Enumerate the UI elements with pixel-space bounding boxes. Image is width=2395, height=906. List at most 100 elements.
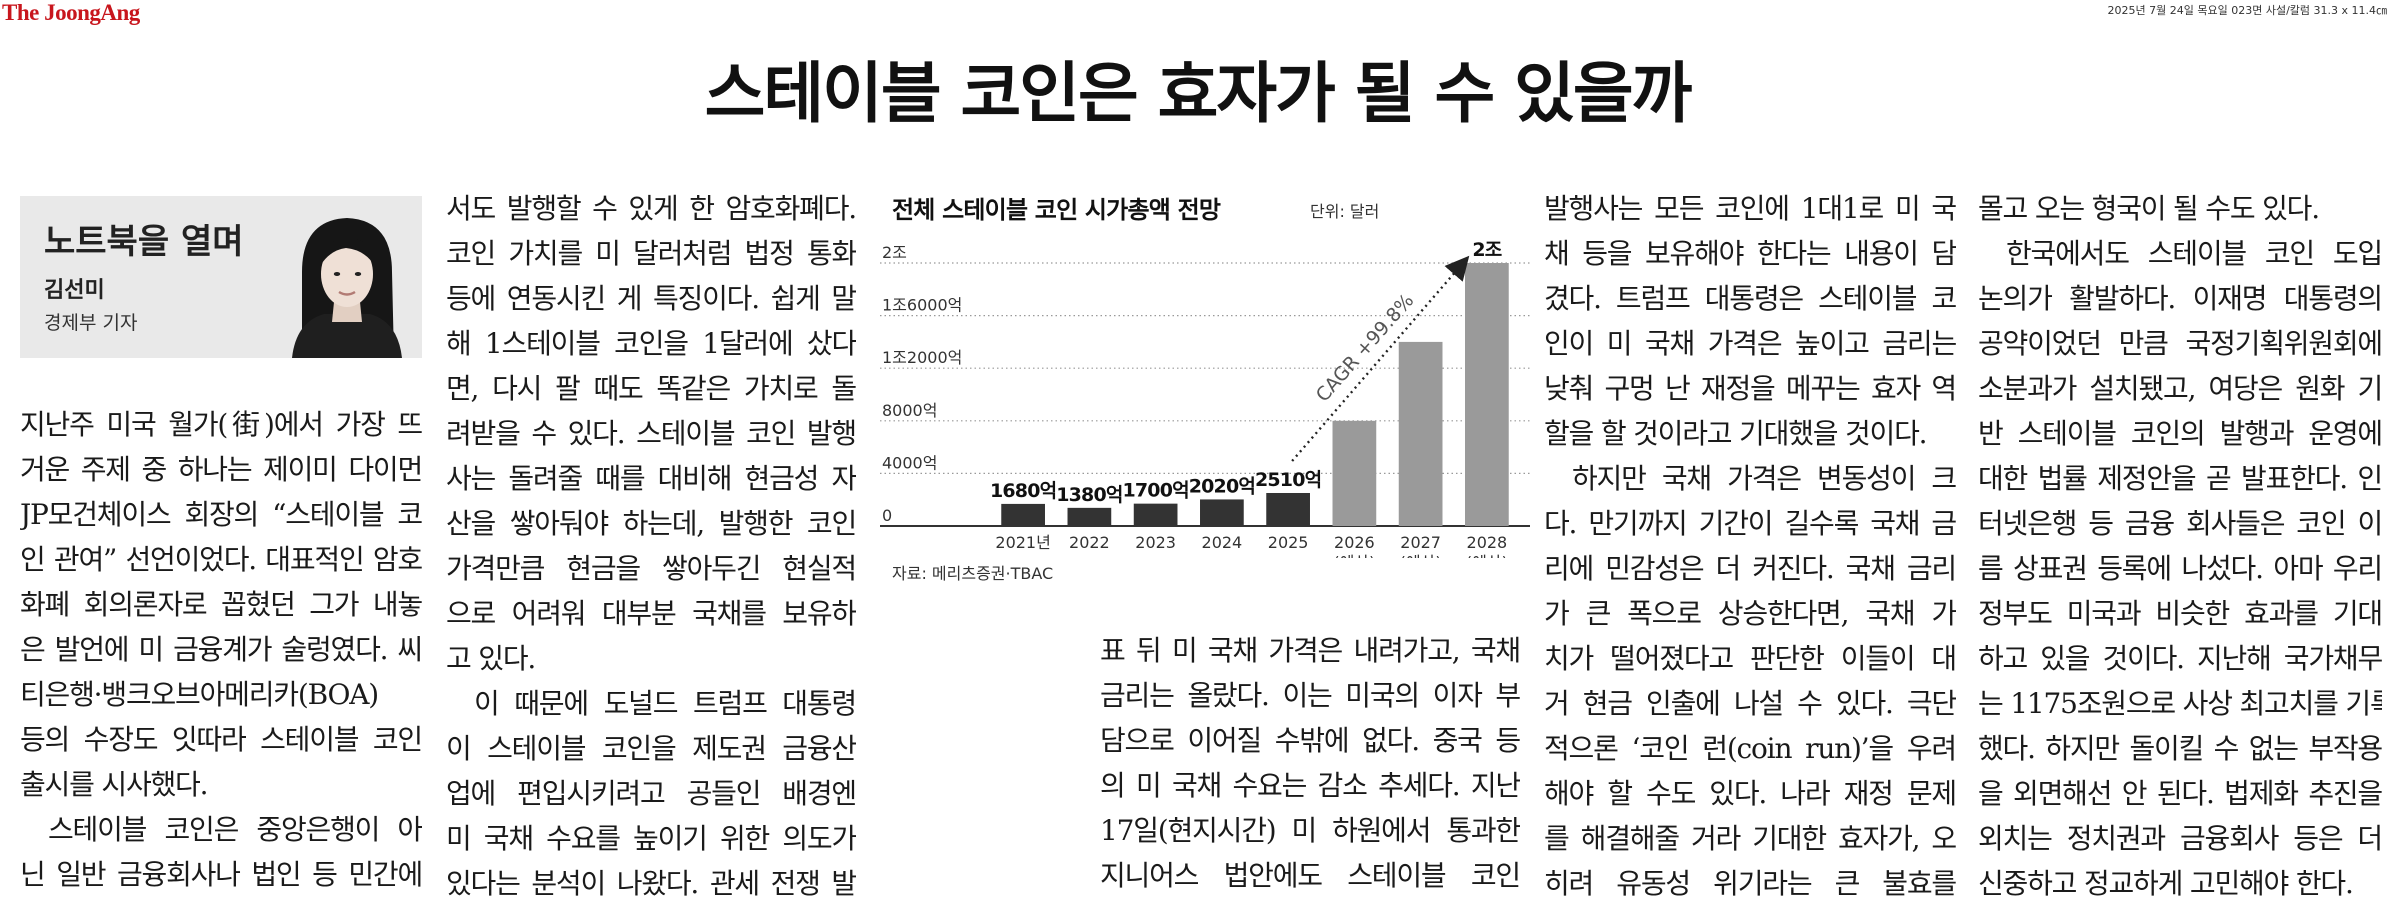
bar — [1465, 263, 1509, 526]
article-line: 17일(현지시간) 미 하원에서 통과한 — [1100, 814, 1520, 847]
bar — [1001, 503, 1045, 526]
article-line: 하지만 국채 가격은 변동성이 크 — [1572, 462, 1956, 495]
article-line: 면, 다시 팔 때도 똑같은 가치로 돌 — [446, 372, 856, 405]
article-line: 논의가 활발하다. 이재명 대통령의 — [1978, 282, 2382, 315]
article-line: 출시를 시사했다. — [20, 768, 209, 801]
x-tick-label: 2027 — [1400, 533, 1441, 552]
y-tick-label: 1조6000억 — [882, 296, 962, 315]
article-line: 를 해결해줄 거라 기대한 효자가, 오 — [1544, 822, 1956, 855]
article-line: 신중하고 정교하게 고민해야 한다. — [1978, 867, 2354, 900]
x-tick-label: 2021년 — [995, 533, 1050, 552]
article-line: 금리는 올랐다. 이는 미국의 이자 부 — [1100, 679, 1520, 712]
bar — [1133, 503, 1178, 526]
x-tick-sublabel: (예상) — [1466, 553, 1508, 558]
article-line: 이 스테이블 코인을 제도권 금융산 — [446, 732, 856, 765]
article-line: 적으론 ‘코인 런(coin run)’을 우려 — [1544, 732, 1956, 765]
article-line: 업에 편입시키려고 공들인 배경엔 — [446, 777, 856, 810]
article-line: 터넷은행 등 금융 회사들은 코인 이 — [1978, 507, 2382, 540]
article-line: 거운 주제 중 하나는 제이미 다이먼 — [20, 453, 422, 486]
article-column-5: 몰고 오는 형국이 될 수도 있다. 한국에서도 스테이블 코인 도입 논의가 활발… — [1978, 186, 2382, 906]
article-line: 리에 민감성은 더 커진다. 국채 금리 — [1544, 552, 1956, 585]
article-line: 려받을 수 있다. 스테이블 코인 발행 — [446, 417, 856, 450]
article-line: 등에 연동시킨 게 특징이다. 쉽게 말 — [446, 282, 856, 315]
article-line: 티은행·뱅크오브아메리카(BOA) — [20, 678, 379, 711]
x-tick-label: 2026 — [1334, 533, 1375, 552]
y-tick-label: 4000억 — [882, 453, 937, 472]
article-line: 지니어스 법안에도 스테이블 코인 — [1100, 859, 1520, 892]
cagr-arrow — [1291, 255, 1470, 462]
article-line: 낮춰 구멍 난 재정을 메꾸는 효자 역 — [1544, 372, 1956, 405]
article-line: 공약이었던 만큼 국정기획위원회에 — [1978, 327, 2382, 360]
article-line: 의 미 국채 수요는 감소 추세다. 지난 — [1100, 769, 1520, 802]
article-line: 거 현금 인출에 나설 수 있다. 극단 — [1544, 687, 1956, 720]
article-line: JP모건체이스 회장의 “스테이블 코 — [20, 498, 422, 531]
y-tick-label: 0 — [882, 506, 892, 525]
bar — [1398, 341, 1443, 526]
bar — [1266, 492, 1310, 526]
dateline: 2025년 7월 24일 목요일 023면 사설/칼럼 31.3 x 11.4㎝ — [2107, 4, 2387, 17]
data-label: 2020억 — [1189, 475, 1255, 497]
article-line: 으로 어려워 대부분 국채를 보유하 — [446, 597, 856, 630]
article-line: 정부도 미국과 비슷한 효과를 기대 — [1978, 597, 2382, 630]
chart-title: 전체 스테이블 코인 시가총액 전망 — [892, 196, 1221, 224]
data-label: 2조 — [1472, 239, 1501, 261]
article-line: 겼다. 트럼프 대통령은 스테이블 코 — [1544, 282, 1956, 315]
x-tick-label: 2025 — [1268, 533, 1309, 552]
article-line: 은 발언에 미 금융계가 술렁였다. 씨 — [20, 633, 422, 666]
bar — [1200, 499, 1244, 526]
market-cap-chart: 전체 스테이블 코인 시가총액 전망 단위: 달러 0 4000억 8000억 1조2… — [880, 188, 1540, 588]
article-line: 표 뒤 미 국채 가격은 내려가고, 국채 — [1100, 634, 1520, 667]
article-line: 하고 있을 것이다. 지난해 국가채무 — [1978, 642, 2382, 675]
y-tick-label: 2조 — [882, 243, 907, 262]
article-line: 했다. 하지만 돌이킬 수 없는 부작용 — [1978, 732, 2382, 765]
article-headline: 스테이블 코인은 효자가 될 수 있을까 — [704, 55, 1693, 132]
author-portrait — [282, 202, 412, 358]
chart-plot: 0 4000억 8000억 1조2000억 1조6000억 2조 1680억 2021년 138… — [880, 239, 1530, 558]
article-line: 반 스테이블 코인의 발행과 운영에 — [1978, 417, 2382, 450]
data-label: 1680억 — [990, 480, 1056, 502]
article-line: 소분과가 설치됐고, 여당은 원화 기 — [1978, 372, 2382, 405]
bar — [1067, 507, 1112, 526]
newspaper-masthead: The JoongAng — [2, 0, 140, 25]
x-tick-sublabel: (예상) — [1333, 553, 1375, 558]
article-line: 할을 할 것이라고 기대했을 것이다. — [1544, 417, 1928, 450]
chart-unit: 단위: 달러 — [1310, 202, 1380, 221]
x-tick-label: 2023 — [1135, 533, 1176, 552]
column-name: 노트북을 열며 — [44, 222, 244, 262]
article-column-2: 서도 발행할 수 있게 한 암호화폐다. 코인 가치를 미 달러처럼 법정 통화 등… — [446, 186, 856, 906]
bar — [1332, 420, 1377, 526]
x-tick-label: 2028 — [1467, 533, 1508, 552]
data-label: 1700억 — [1122, 480, 1188, 502]
article-line: 가격만큼 현금을 쌓아두긴 현실적 — [446, 552, 856, 585]
article-line: 해야 할 수도 있다. 나라 재정 문제 — [1544, 777, 1956, 810]
article-line: 서도 발행할 수 있게 한 암호화폐다. — [446, 192, 856, 225]
article-line: 사는 돌려줄 때를 대비해 현금성 자 — [446, 462, 856, 495]
data-label: 2510억 — [1255, 469, 1321, 491]
article-line: 있다는 분석이 나왔다. 관세 전쟁 발 — [446, 867, 856, 900]
y-tick-label: 1조2000억 — [882, 348, 962, 367]
article-line: 미 국채 수요를 높이기 위한 의도가 — [446, 822, 856, 855]
article-line: 다. 만기까지 기간이 길수록 국채 금 — [1544, 507, 1956, 540]
article-line: 지난주 미국 월가(街)에서 가장 뜨 — [20, 408, 422, 441]
article-line: 대한 법률 제정안을 곧 발표한다. 인 — [1978, 462, 2382, 495]
article-line: 가 큰 폭으로 상승한다면, 국채 가 — [1544, 597, 1956, 630]
y-tick-label: 8000억 — [882, 401, 937, 420]
article-line: 고 있다. — [446, 642, 536, 675]
article-line: 산을 쌓아둬야 하는데, 발행한 코인 — [446, 507, 856, 540]
author-title: 경제부 기자 — [44, 312, 138, 334]
article-line: 치가 떨어졌다고 판단한 이들이 대 — [1544, 642, 1956, 675]
article-line: 인이 미 국채 가격은 높이고 금리는 — [1544, 327, 1956, 360]
article-line: 몰고 오는 형국이 될 수도 있다. — [1978, 192, 2320, 225]
article-line: 담으로 이어질 수밖에 없다. 중국 등 — [1100, 724, 1520, 757]
article-line: 해 1스테이블 코인을 1달러에 샀다 — [446, 327, 856, 360]
article-line: 는 1175조원으로 사상 최고치를 기록 — [1978, 687, 2382, 720]
x-tick-sublabel: (예상) — [1400, 553, 1442, 558]
article-line: 외치는 정치권과 금융회사 등은 더 — [1978, 822, 2382, 855]
x-tick-label: 2022 — [1069, 533, 1110, 552]
article-line: 등의 수장도 잇따라 스테이블 코인 — [20, 723, 422, 756]
x-tick-label: 2024 — [1202, 533, 1243, 552]
byline-box: 노트북을 열며 김선미 경제부 기자 — [20, 196, 422, 358]
